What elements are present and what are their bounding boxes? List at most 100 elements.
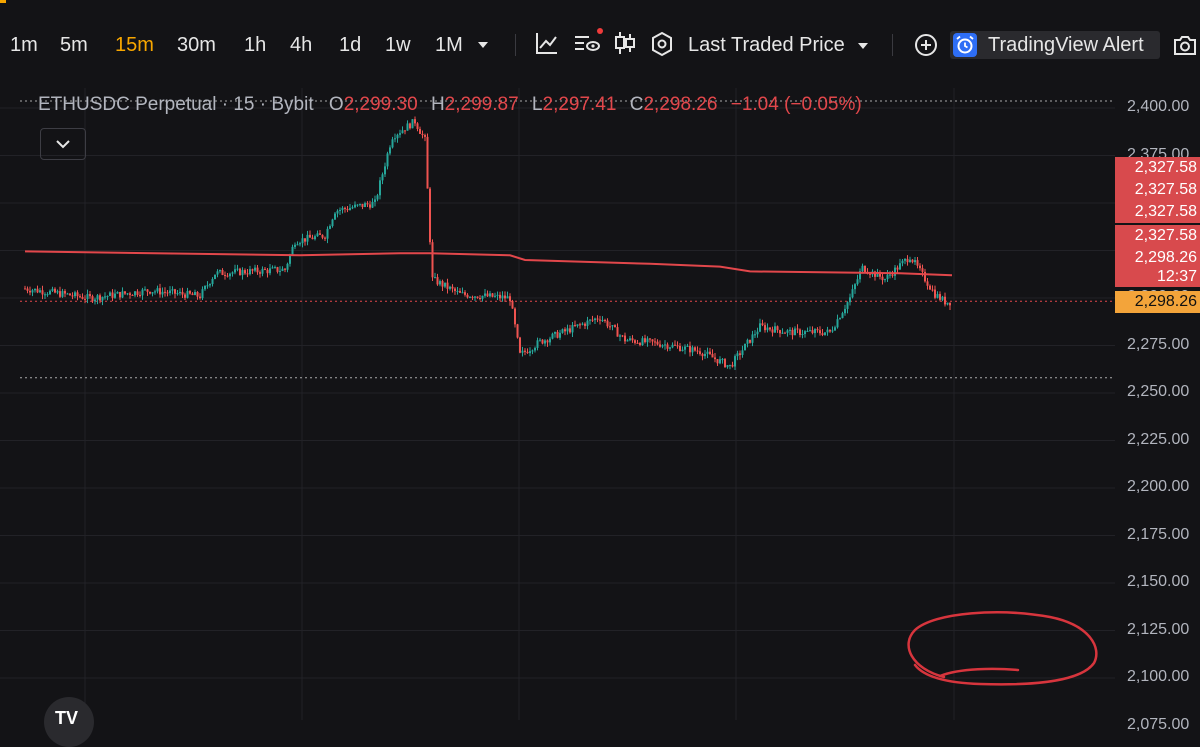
candle-body — [174, 289, 176, 294]
candle-body — [126, 293, 129, 295]
candle-body — [784, 332, 786, 334]
candle-body — [731, 364, 734, 367]
candle-body — [621, 335, 624, 337]
candle-body — [259, 272, 261, 274]
candle-body — [656, 341, 659, 345]
candle-body — [256, 267, 259, 273]
tradingview-alert-button[interactable]: TradingView Alert — [950, 31, 1160, 59]
price-chart[interactable] — [0, 88, 1115, 720]
candle-body — [589, 319, 591, 321]
timeframe-1h[interactable]: 1h — [244, 34, 267, 56]
candle-body — [894, 267, 896, 276]
candle-body — [824, 332, 826, 335]
candle-body — [459, 290, 461, 293]
candle-body — [584, 323, 586, 326]
candle-body — [616, 327, 619, 337]
candle-body — [294, 244, 296, 247]
candle-body — [36, 288, 39, 293]
candle-body — [456, 290, 459, 292]
candle-body — [799, 329, 801, 335]
hexagon-settings-icon[interactable] — [650, 31, 674, 57]
candle-body — [884, 279, 886, 281]
candle-body — [106, 296, 109, 298]
timeframe-1w[interactable]: 1w — [385, 34, 411, 56]
timeframe-30m[interactable]: 30m — [177, 34, 216, 56]
chevron-down-icon — [858, 42, 869, 49]
candle-body — [64, 291, 66, 294]
timeframe-1M[interactable]: 1M — [435, 34, 463, 56]
timeframe-1d[interactable]: 1d — [339, 34, 362, 56]
candle-body — [821, 333, 824, 335]
candles-icon[interactable] — [614, 31, 636, 55]
candle-body — [929, 285, 931, 290]
toolbar-divider — [515, 34, 516, 56]
candle-body — [24, 288, 26, 290]
candle-body — [691, 347, 694, 353]
add-circle-icon[interactable] — [914, 33, 938, 57]
candle-body — [439, 281, 441, 285]
price-type-select[interactable]: Last Traded Price — [688, 30, 870, 60]
tradingview-alert-label: TradingView Alert — [988, 34, 1144, 56]
candle-body — [566, 328, 569, 332]
timeframe-1m[interactable]: 1m — [10, 34, 38, 56]
exchange-name: Bybit — [271, 94, 314, 115]
candle-body — [309, 234, 311, 238]
candle-body — [519, 337, 521, 353]
interval-value: 15 — [233, 94, 255, 115]
candle-body — [914, 260, 916, 263]
candle-body — [154, 291, 156, 293]
candle-body — [516, 324, 519, 338]
candle-body — [149, 291, 151, 294]
camera-icon[interactable] — [1173, 34, 1197, 56]
timeframe-15m[interactable]: 15m — [115, 34, 154, 56]
symbol-name[interactable]: ETHUSDC Perpetual — [38, 94, 217, 115]
price-tick-label: 2,250.00 — [1127, 383, 1190, 400]
candle-body — [816, 329, 819, 331]
candle-body — [774, 326, 776, 333]
candle-body — [934, 289, 936, 298]
candle-body — [166, 292, 169, 294]
timeframe-4h[interactable]: 4h — [290, 34, 313, 56]
candle-body — [606, 320, 609, 327]
candle-body — [874, 271, 876, 277]
price-axis[interactable]: 2,400.002,375.002,350.002,325.002,300.00… — [1115, 88, 1200, 733]
high-label: H — [430, 94, 445, 115]
candle-body — [949, 302, 951, 306]
candle-body — [819, 330, 821, 334]
price-marker-label: 2,327.58 — [1115, 201, 1200, 223]
low-label: L — [531, 94, 543, 115]
candle-body — [269, 268, 271, 274]
candle-body — [334, 213, 336, 220]
tradingview-logo[interactable]: TV — [44, 697, 94, 747]
candle-body — [239, 268, 241, 276]
candle-body — [796, 328, 799, 330]
chart-settings-icon[interactable] — [573, 28, 603, 56]
candle-body — [341, 207, 344, 210]
candle-body — [496, 294, 499, 296]
candle-body — [661, 345, 664, 347]
chevron-down-icon[interactable] — [476, 38, 490, 52]
candle-body — [234, 269, 236, 273]
candle-body — [186, 290, 189, 298]
candle-body — [899, 263, 901, 270]
candle-body — [321, 234, 324, 238]
timeframe-5m[interactable]: 5m — [60, 34, 88, 56]
chart-toolbar: 1m 5m 15m 30m 1h 4h 1d 1w 1M Last Traded… — [0, 0, 1200, 90]
candle-body — [891, 274, 894, 276]
candle-body — [649, 338, 651, 340]
candle-body — [394, 138, 396, 140]
candle-body — [641, 338, 644, 346]
candle-body — [161, 291, 164, 295]
candle-body — [594, 318, 596, 321]
indicators-icon[interactable] — [535, 31, 559, 55]
candle-body — [296, 244, 299, 246]
candle-body — [559, 332, 561, 338]
candle-body — [809, 330, 811, 332]
candle-body — [414, 119, 416, 124]
legend-collapse-button[interactable] — [40, 128, 86, 160]
candle-body — [131, 294, 134, 296]
candle-body — [651, 339, 654, 342]
candle-body — [739, 353, 741, 355]
candle-body — [869, 273, 871, 275]
candle-body — [924, 271, 926, 282]
